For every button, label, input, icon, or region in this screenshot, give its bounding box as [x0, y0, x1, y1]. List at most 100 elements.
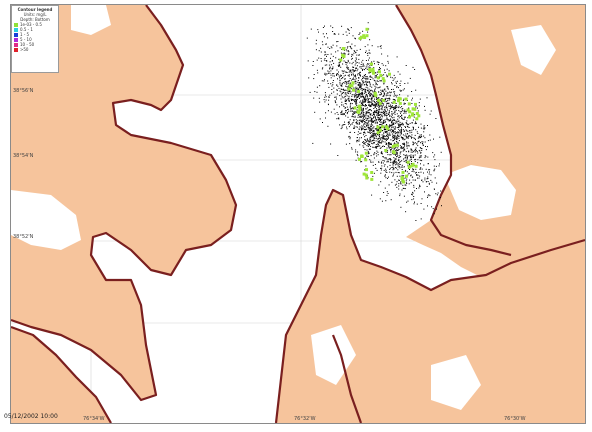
- contour-cell: [370, 177, 374, 181]
- contour-cell: [405, 174, 408, 178]
- legend-units: Units: mg/L: [23, 12, 47, 17]
- contour-cell: [376, 125, 380, 129]
- contour-cell: [352, 88, 355, 92]
- legend-swatch: [14, 47, 18, 52]
- legend-item: 0.5 - 1: [12, 27, 58, 32]
- map-canvas[interactable]: [11, 5, 585, 423]
- contour-cell: [342, 47, 346, 51]
- contour-cell: [358, 157, 361, 161]
- legend-item: >50: [12, 47, 58, 52]
- lat-label: 38°54'N: [13, 153, 34, 159]
- timestamp-label: 05/12/2002 10:00: [4, 413, 58, 420]
- contour-cell: [347, 87, 351, 91]
- water-bottom-right: [431, 355, 481, 410]
- land-right: [396, 5, 585, 277]
- shorelines: [11, 5, 585, 423]
- shore-lower-spit: [331, 334, 363, 423]
- contour-cell: [373, 91, 377, 95]
- contour-cell: [382, 79, 386, 83]
- shore-bottom-left: [11, 325, 112, 423]
- legend-label: 0.5 - 1: [20, 27, 33, 32]
- contour-cell: [381, 98, 385, 102]
- contour-cell: [376, 76, 380, 80]
- contour-cell: [410, 113, 414, 117]
- shore-bottom-center: [274, 188, 585, 423]
- water-features: [11, 5, 556, 410]
- land-bottom-left: [11, 327, 111, 423]
- contour-cell: [395, 143, 399, 147]
- legend-depth: Depth: Bottom: [20, 17, 50, 22]
- contour-cell: [374, 93, 378, 97]
- contour-cell: [357, 110, 361, 114]
- contour-cell: [378, 128, 382, 132]
- contour-cell: [398, 97, 402, 101]
- contour-cell: [381, 77, 385, 81]
- contour-cell: [398, 101, 402, 105]
- contour-cell: [378, 102, 382, 105]
- contour-cell: [370, 62, 373, 66]
- legend-swatch: [14, 22, 18, 27]
- contour-cell: [364, 173, 368, 177]
- contour-cell: [364, 151, 368, 155]
- contour-cell: [401, 178, 405, 182]
- legend-label: 10 - 50: [20, 42, 35, 47]
- contour-cell: [342, 54, 346, 58]
- legend-label: >50: [20, 47, 29, 52]
- contour-cell: [393, 144, 397, 148]
- contour-cell: [408, 115, 411, 119]
- contour-cell: [408, 165, 412, 169]
- water-inlet-left: [11, 190, 81, 250]
- legend-item: 5 - 10: [12, 37, 58, 42]
- contour-cell: [360, 155, 364, 158]
- contour-cell: [360, 35, 363, 39]
- contour-cell: [381, 125, 385, 129]
- map-panel[interactable]: Contour legend Units: mg/L Depth: Bottom…: [10, 4, 586, 424]
- contour-cell: [407, 102, 411, 106]
- contour-cell: [406, 108, 410, 112]
- contour-cell: [351, 81, 355, 85]
- contour-cell: [414, 164, 418, 168]
- contour-cell: [384, 149, 388, 152]
- contour-cell: [377, 98, 381, 102]
- concentration-contours: [339, 27, 421, 184]
- contour-cell: [365, 168, 368, 172]
- contour-cell: [392, 100, 396, 104]
- legend-swatch: [14, 27, 18, 32]
- contour-cell: [348, 84, 352, 88]
- land-upper-left: [11, 5, 236, 400]
- contour-cell: [408, 110, 412, 114]
- legend-label: 5 - 10: [20, 37, 32, 42]
- contour-cell: [413, 107, 417, 111]
- contour-cell: [379, 73, 383, 77]
- lon-label: 76°30'W: [504, 416, 526, 422]
- contour-cell: [392, 151, 396, 155]
- legend-swatch: [14, 32, 18, 37]
- contour-cell: [397, 99, 400, 103]
- shore-right: [395, 5, 512, 257]
- lat-label: 38°52'N: [13, 234, 34, 240]
- contour-legend: Contour legend Units: mg/L Depth: Bottom…: [11, 5, 59, 73]
- contour-cell: [388, 72, 391, 76]
- contour-cell: [376, 131, 380, 135]
- contour-cell: [365, 176, 369, 180]
- contour-cell: [385, 125, 389, 129]
- contour-cell: [339, 58, 343, 62]
- lon-label: 76°34'W: [83, 416, 105, 422]
- legend-swatch: [14, 42, 18, 47]
- water-channel-right: [444, 165, 516, 220]
- contour-cell: [386, 127, 390, 131]
- contour-cell: [411, 107, 415, 111]
- contour-cell: [364, 158, 368, 162]
- legend-item: 1e-03 - 0.5: [12, 22, 58, 27]
- contour-cell: [415, 112, 419, 115]
- land-left-blob: [11, 105, 86, 175]
- contour-cell: [353, 106, 357, 110]
- contour-cell: [401, 170, 405, 174]
- contour-cell: [371, 67, 375, 71]
- water-cove-right: [511, 25, 556, 75]
- legend-item: 1 - 5: [12, 32, 58, 37]
- contour-cell: [358, 104, 362, 108]
- water-inlet-top: [71, 5, 111, 35]
- contour-cell: [358, 108, 362, 112]
